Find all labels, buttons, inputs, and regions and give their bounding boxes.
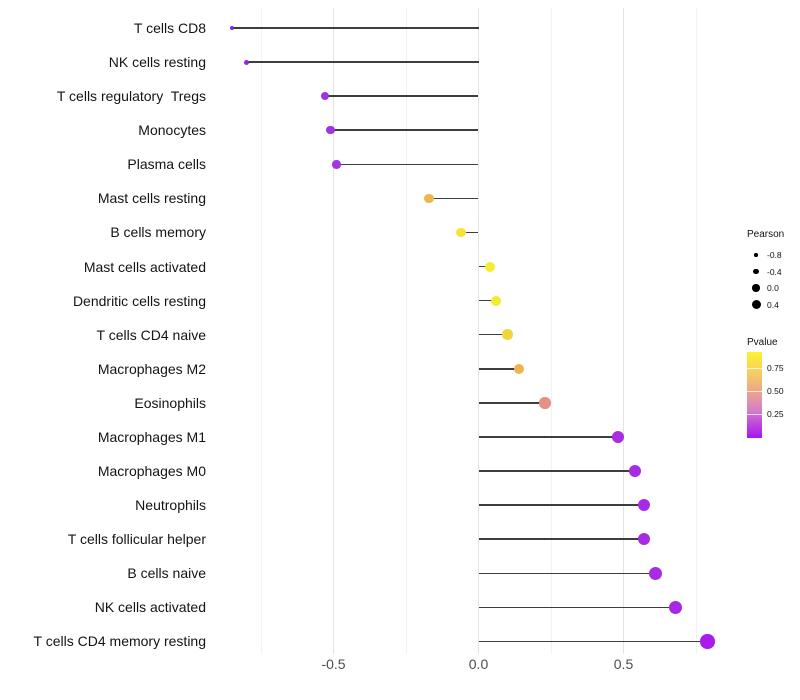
lollipop-dot: [230, 26, 234, 30]
lollipop-segment: [330, 129, 479, 131]
lollipop-dot: [648, 566, 662, 580]
lollipop-segment: [478, 402, 546, 404]
lollipop-dot: [502, 329, 513, 340]
lollipop-segment: [478, 572, 656, 575]
colorbar-tick: [747, 367, 762, 369]
lollipop-segment: [478, 640, 708, 643]
pvalue-colorbar: [747, 352, 762, 438]
legend-pvalue-title: Pvalue: [747, 337, 778, 348]
legend-size-dot: [751, 300, 761, 309]
lollipop-dot: [490, 295, 501, 306]
gridline-major: [333, 8, 334, 654]
lollipop-segment: [478, 333, 508, 336]
legend-size-dot: [754, 253, 758, 257]
x-tick-label: -0.5: [321, 656, 346, 672]
y-axis-label: NK cells resting: [108, 54, 206, 71]
colorbar-tick-label: 0.50: [767, 385, 784, 396]
colorbar-tick-label: 0.75: [767, 362, 784, 373]
gridline-minor: [695, 8, 697, 654]
lollipop-segment: [478, 606, 676, 609]
y-axis-label: B cells naive: [127, 565, 206, 582]
lollipop-segment: [461, 231, 479, 234]
y-axis-label: Mast cells activated: [83, 258, 206, 275]
legend-size-label: -0.4: [767, 266, 782, 277]
lollipop-dot: [668, 600, 683, 615]
y-axis-label: T cells CD8: [133, 20, 206, 36]
legend-size-dot: [753, 268, 759, 275]
gridline-major: [623, 8, 624, 654]
lollipop-segment: [478, 504, 644, 506]
lollipop-dot: [244, 59, 249, 65]
lollipop-dot: [637, 532, 651, 546]
y-axis-label: Eosinophils: [134, 394, 206, 411]
lollipop-segment: [232, 27, 479, 29]
gridline-minor: [260, 8, 262, 654]
legend-size-label: -0.8: [767, 250, 782, 260]
y-axis-label: NK cells activated: [94, 599, 206, 616]
legend-size-label: 0.4: [767, 299, 779, 310]
y-axis-label: T cells regulatory Tregs: [56, 88, 206, 105]
lollipop-segment: [246, 61, 479, 63]
lollipop-segment: [478, 436, 618, 438]
lollipop-dot: [326, 125, 335, 135]
lollipop-dot: [513, 363, 525, 375]
colorbar-tick: [747, 390, 762, 392]
lollipop-dot: [637, 498, 651, 512]
x-tick-label: 0.5: [613, 656, 634, 672]
lollipop-dot: [320, 92, 329, 101]
lollipop-dot: [456, 227, 466, 238]
lollipop-segment: [478, 538, 644, 540]
gridline-major: [478, 8, 479, 654]
gridline-minor: [550, 8, 552, 654]
y-axis-label: Macrophages M2: [97, 360, 206, 377]
legend-size-label: 0.0: [767, 283, 779, 293]
lollipop-segment: [429, 197, 479, 200]
x-tick-label: 0.0: [468, 656, 489, 672]
y-axis-label: Macrophages M1: [97, 428, 206, 445]
y-axis-label: B cells memory: [110, 224, 206, 241]
lollipop-dot: [424, 193, 434, 204]
lollipop-segment: [324, 95, 479, 97]
y-axis-label: Plasma cells: [127, 156, 206, 173]
lollipop-dot: [485, 261, 496, 272]
lollipop-segment: [478, 368, 520, 370]
y-axis-label: T cells follicular helper: [67, 531, 206, 548]
y-axis-label: Dendritic cells resting: [72, 292, 206, 309]
legend-pearson-title: Pearson: [747, 229, 785, 240]
y-axis-label: T cells CD4 naive: [96, 326, 206, 343]
y-axis-label: Neutrophils: [135, 497, 206, 514]
legend-size-dot: [752, 284, 760, 292]
lollipop-dot: [628, 464, 642, 478]
colorbar-tick-label: 0.25: [767, 408, 784, 419]
lollipop-dot: [611, 430, 624, 443]
y-axis-label: Monocytes: [138, 122, 206, 139]
colorbar-tick: [747, 413, 762, 415]
lollipop-dot: [700, 634, 715, 649]
lollipop-segment: [478, 265, 491, 268]
y-axis-label: Macrophages M0: [97, 463, 206, 480]
lollipop-segment: [478, 470, 636, 472]
gridline-minor: [405, 8, 407, 654]
lollipop-segment: [478, 299, 496, 302]
y-axis-label: Mast cells resting: [97, 190, 206, 207]
y-axis-label: T cells CD4 memory resting: [33, 633, 206, 650]
lollipop-dot: [539, 397, 551, 409]
lollipop-segment: [336, 163, 479, 166]
lollipop-dot: [332, 160, 341, 169]
